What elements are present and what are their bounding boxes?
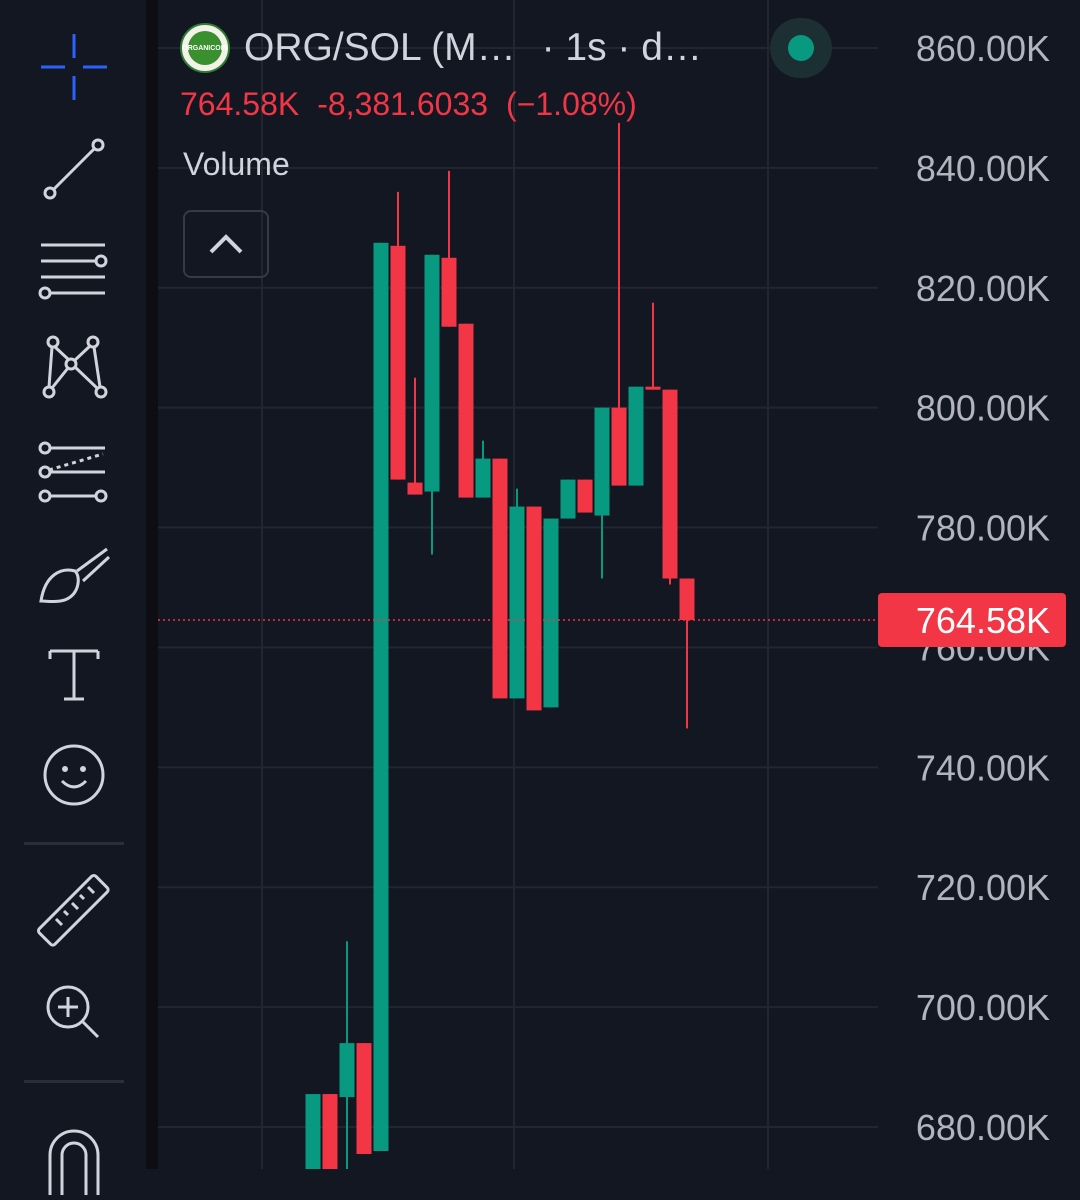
horizontal-lines-icon[interactable] — [24, 226, 124, 316]
candle — [577, 479, 593, 513]
candle — [458, 323, 474, 498]
candle-body — [322, 1094, 338, 1169]
drawing-toolbar — [0, 0, 146, 1195]
current-price-label: 764.58K — [916, 600, 1050, 641]
price-axis-label: 700.00K — [916, 987, 1050, 1028]
candle — [594, 407, 610, 579]
candle-body — [679, 578, 695, 620]
interval-label[interactable]: · 1s · d… — [541, 26, 702, 69]
candle — [441, 170, 457, 327]
candle-body — [305, 1094, 321, 1169]
candle-body — [339, 1043, 355, 1098]
current-price-badge — [878, 592, 1066, 647]
candle-body — [645, 386, 661, 390]
candle — [645, 302, 661, 390]
chart-legend: ORGANICOIN ORG/SOL (M… · 1s · d… — [180, 20, 702, 76]
price-axis: 680.00K700.00K720.00K740.00K760.00K780.0… — [916, 28, 1050, 1148]
candle — [390, 191, 406, 480]
price-axis-label: 740.00K — [916, 747, 1050, 788]
candle-body — [543, 518, 559, 708]
candle — [611, 122, 627, 486]
ruler-icon[interactable] — [24, 866, 124, 956]
candle — [492, 458, 508, 699]
price-axis-label: 840.00K — [916, 148, 1050, 189]
candle-body — [356, 1043, 372, 1155]
grid — [158, 0, 878, 1169]
toolbar-separator — [24, 842, 124, 845]
candle — [628, 386, 644, 486]
candle-body — [577, 479, 593, 513]
candle — [356, 1043, 372, 1155]
collapse-indicators-button[interactable] — [183, 210, 269, 278]
price-axis-label: 820.00K — [916, 268, 1050, 309]
candle — [509, 488, 525, 699]
price-axis-label: 680.00K — [916, 1107, 1050, 1148]
candle-body — [662, 389, 678, 579]
candle-body — [373, 242, 389, 1152]
logo-text: ORGANICOIN — [182, 31, 228, 65]
candle — [679, 578, 695, 729]
emoji-icon[interactable] — [24, 730, 124, 820]
candle-body — [611, 407, 627, 486]
candle — [475, 440, 491, 498]
price-axis-label: 860.00K — [916, 28, 1050, 69]
panel-divider — [146, 0, 158, 1169]
candle — [543, 518, 559, 708]
candlestick-chart[interactable]: 680.00K700.00K720.00K740.00K760.00K780.0… — [0, 0, 1080, 1169]
candle — [339, 941, 355, 1169]
candle-body — [458, 323, 474, 498]
candle-body — [492, 458, 508, 699]
price-change: -8,381.6033 — [317, 86, 489, 122]
candle-body — [424, 254, 440, 492]
chevron-up-icon — [209, 234, 243, 254]
price-axis-label: 720.00K — [916, 867, 1050, 908]
candle-body — [390, 245, 406, 480]
candle — [407, 377, 423, 495]
current-price-marker: 764.58K — [158, 592, 1066, 647]
candle-body — [628, 386, 644, 486]
candle — [560, 479, 576, 519]
status-dot-icon — [788, 35, 814, 61]
volume-indicator-label[interactable]: Volume — [183, 146, 290, 182]
price-row: 764.58K -8,381.6033 (−1.08%) — [180, 86, 655, 123]
candle-body — [407, 482, 423, 495]
trend-line-icon[interactable] — [24, 124, 124, 214]
last-price: 764.58K — [180, 86, 300, 122]
candle — [662, 389, 678, 585]
candle — [322, 1094, 338, 1169]
price-change-pct: (−1.08%) — [506, 86, 637, 122]
candle-body — [441, 257, 457, 327]
organicoin-logo: ORGANICOIN — [180, 23, 230, 73]
symbol-title[interactable]: ORG/SOL (M… — [244, 26, 516, 69]
candle — [373, 242, 389, 1152]
candle — [526, 506, 542, 711]
crosshair-icon[interactable] — [24, 22, 124, 112]
candle-body — [560, 479, 576, 519]
price-axis-label: 780.00K — [916, 508, 1050, 549]
pattern-icon[interactable] — [24, 322, 124, 412]
candle-body — [526, 506, 542, 711]
candle-body — [475, 458, 491, 498]
zoom-in-icon[interactable] — [24, 968, 124, 1058]
text-icon[interactable] — [24, 630, 124, 720]
fib-retracement-icon[interactable] — [24, 428, 124, 518]
candle-body — [509, 506, 525, 699]
candles — [305, 122, 695, 1169]
candle-body — [594, 407, 610, 516]
candle — [424, 254, 440, 555]
toolbar-separator-2 — [24, 1080, 124, 1083]
candle — [305, 1094, 321, 1169]
market-status[interactable] — [770, 18, 832, 78]
price-axis-label: 800.00K — [916, 388, 1050, 429]
magnet-icon[interactable] — [24, 1110, 124, 1200]
brush-icon[interactable] — [24, 530, 124, 620]
